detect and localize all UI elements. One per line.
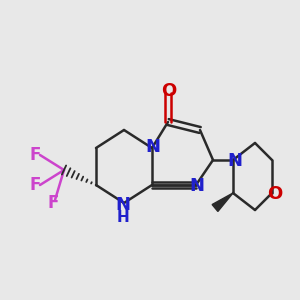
- Text: O: O: [161, 82, 177, 100]
- Text: N: N: [146, 138, 160, 156]
- Text: N: N: [190, 177, 205, 195]
- Text: N: N: [116, 196, 130, 214]
- Text: N: N: [227, 152, 242, 170]
- Polygon shape: [212, 193, 233, 212]
- Text: H: H: [117, 209, 129, 224]
- Text: F: F: [29, 176, 41, 194]
- Text: F: F: [29, 146, 41, 164]
- Text: O: O: [267, 185, 283, 203]
- Text: F: F: [47, 194, 59, 212]
